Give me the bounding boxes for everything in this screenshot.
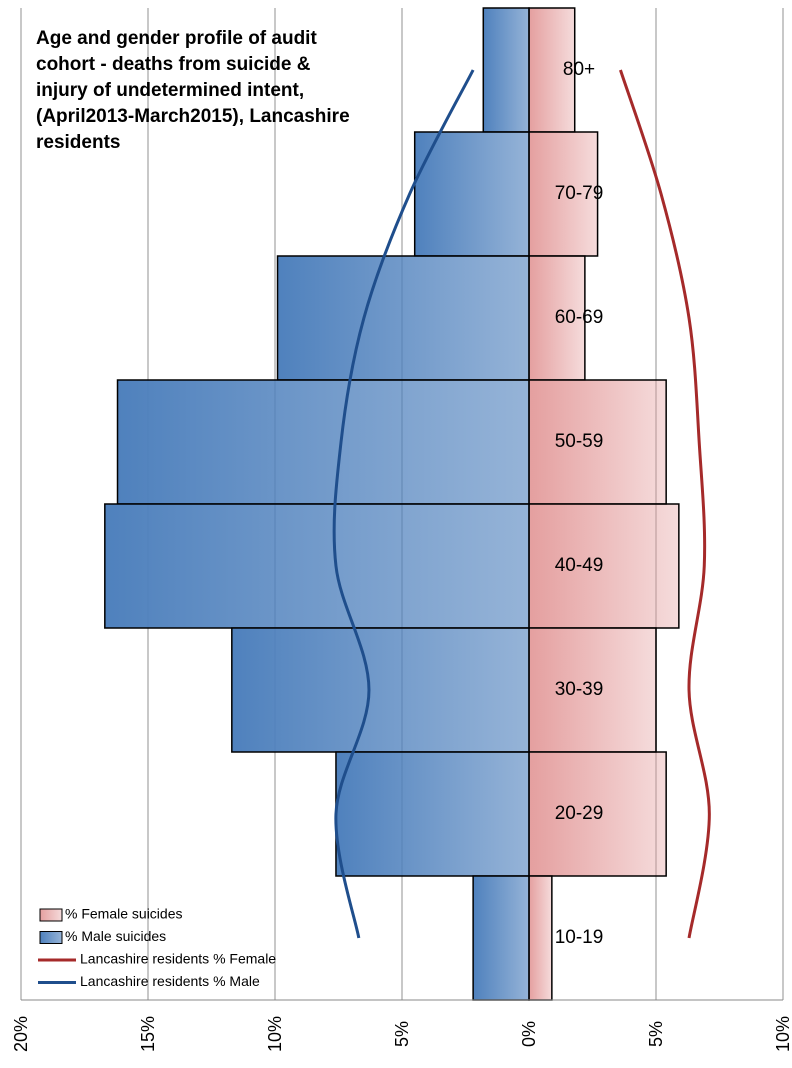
x-tick-label: 5%	[646, 1021, 666, 1047]
x-tick-label: 20%	[11, 1016, 31, 1052]
bar	[482, 7, 530, 133]
bar	[528, 255, 586, 381]
category-label: 40-49	[555, 555, 604, 576]
bar	[231, 627, 530, 753]
bar	[413, 131, 530, 257]
category-label: 60-69	[555, 307, 604, 328]
category-label: 30-39	[555, 679, 604, 700]
bar	[528, 503, 680, 629]
legend-swatch	[39, 908, 63, 922]
category-label: 20-29	[555, 803, 604, 824]
bar	[528, 751, 667, 877]
legend-label: % Male suicides	[65, 928, 166, 944]
line	[619, 69, 711, 939]
category-label: 80+	[563, 59, 595, 80]
chart-title: Age and gender profile of audit cohort -…	[36, 28, 350, 153]
legend-label: Lancashire residents % Female	[80, 951, 276, 967]
x-tick-label: 5%	[392, 1021, 412, 1047]
x-tick-label: 0%	[519, 1021, 539, 1047]
bar	[276, 255, 530, 381]
x-tick-label: 10%	[265, 1016, 285, 1052]
category-label: 10-19	[555, 927, 604, 948]
category-label: 70-79	[555, 183, 604, 204]
bar	[472, 875, 530, 1001]
x-tick-label: 15%	[138, 1016, 158, 1052]
line	[332, 69, 475, 939]
legend-swatch	[39, 931, 63, 944]
legend-label: % Female suicides	[65, 906, 183, 922]
bar	[528, 875, 553, 1001]
bar	[528, 131, 599, 257]
bar	[335, 751, 530, 877]
bar	[116, 379, 530, 505]
bar	[528, 627, 657, 753]
legend: % Female suicides % Male suicides Lancashi…	[38, 906, 276, 989]
x-tick-label: 10%	[773, 1016, 792, 1052]
legend-label: Lancashire residents % Male	[80, 973, 260, 989]
bar	[104, 503, 530, 629]
category-label: 50-59	[555, 431, 604, 452]
